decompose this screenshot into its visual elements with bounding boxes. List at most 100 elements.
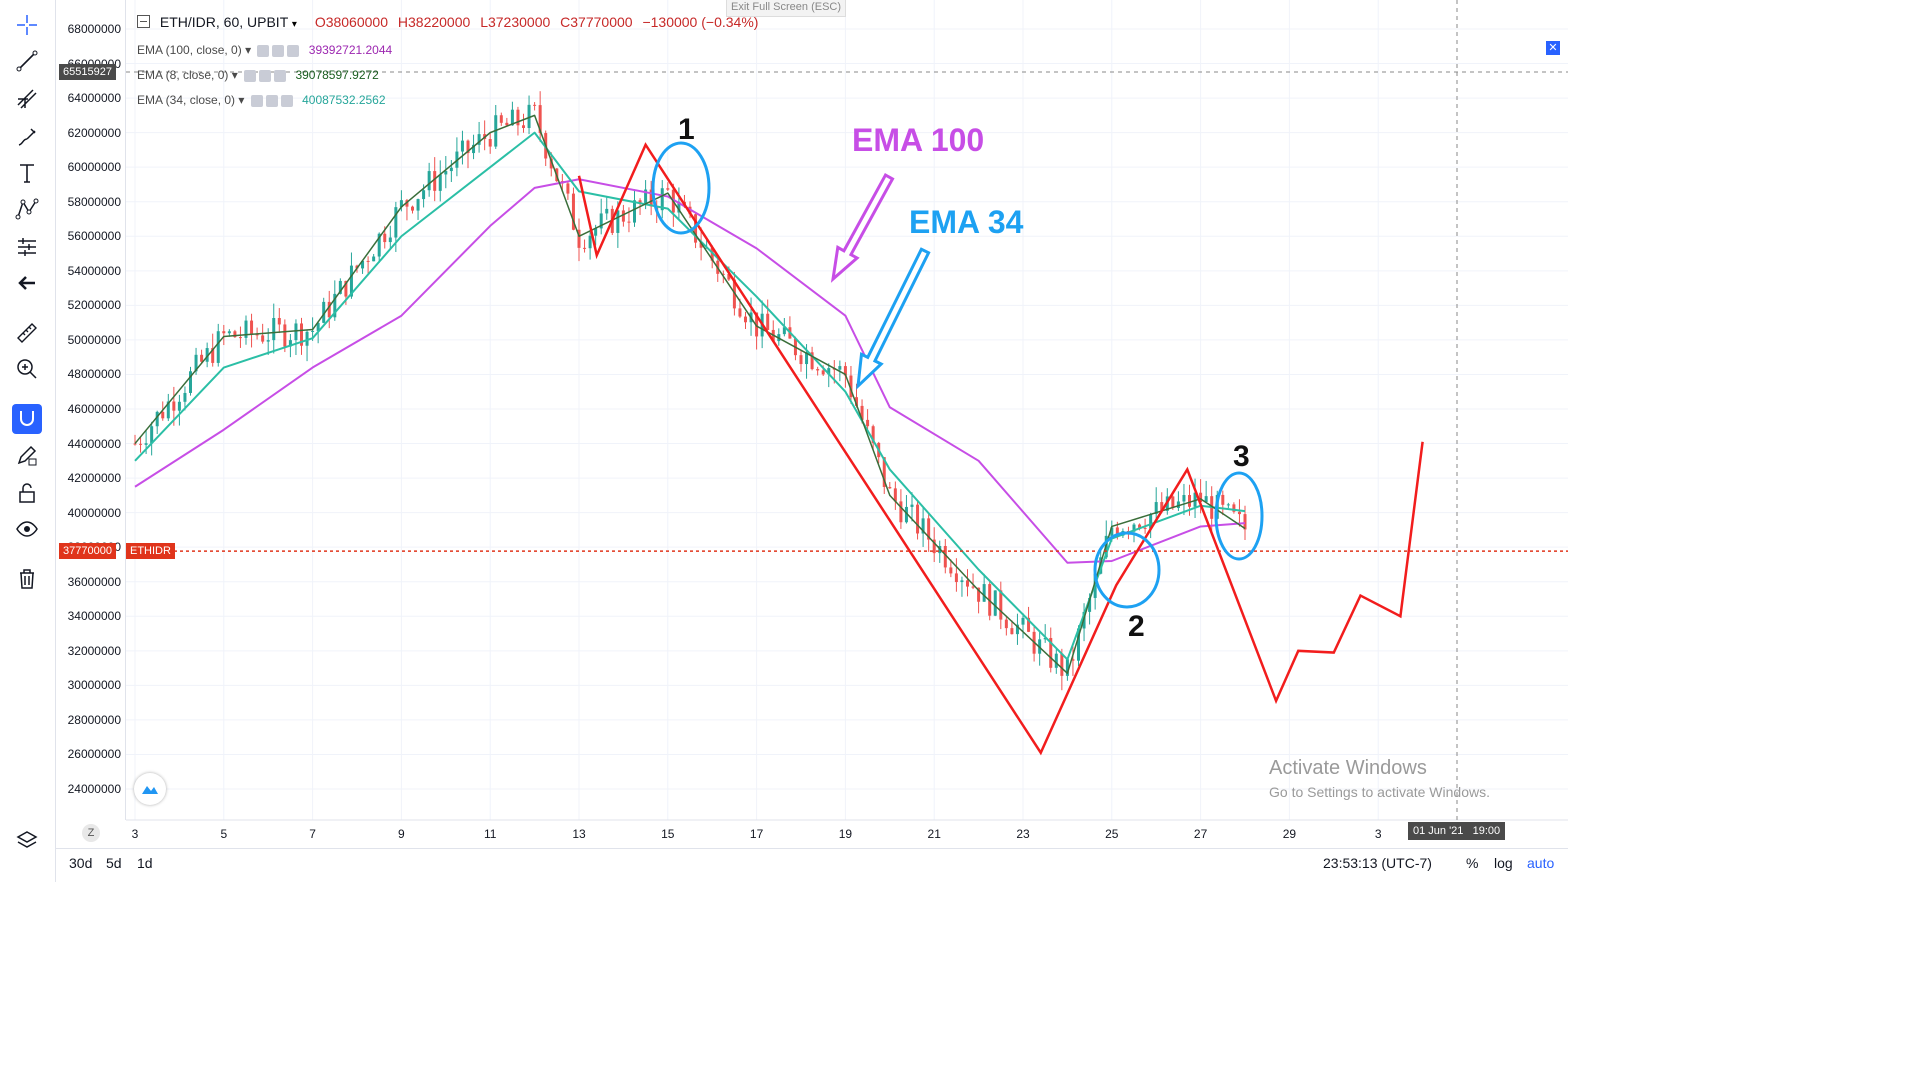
chevron-down-icon[interactable]: ▾ [238, 93, 245, 107]
legend-header: ETH/IDR, 60, UPBIT ▾ O38060000 H38220000… [137, 14, 758, 30]
ema100-label: EMA (100, close, 0) [137, 43, 242, 57]
candle-body [1149, 514, 1153, 529]
candle-body [327, 301, 331, 318]
candle-body [1226, 504, 1230, 506]
chevron-down-icon[interactable]: ▾ [231, 68, 238, 82]
gear-icon[interactable] [265, 94, 278, 107]
gear-icon[interactable] [259, 69, 272, 82]
candle-body [738, 308, 742, 317]
candle-body [810, 352, 814, 370]
x-tick-label: 17 [750, 827, 764, 841]
brush-icon[interactable] [12, 122, 42, 152]
fib-tool-icon[interactable] [12, 84, 42, 114]
close-icon[interactable] [287, 44, 300, 57]
fullscreen-toggle-icon[interactable]: ✕ [1546, 41, 1560, 55]
candle-body [227, 331, 231, 334]
candle-body [1182, 495, 1186, 502]
time-crosshair-tooltip: 01 Jun '21 19:00 [1408, 822, 1506, 840]
candle-body [388, 237, 392, 243]
magnet-icon[interactable] [12, 404, 42, 434]
candle-body [166, 401, 170, 419]
candle-body [766, 313, 770, 330]
text-tool-icon[interactable] [12, 158, 42, 188]
ruler-icon[interactable] [12, 318, 42, 348]
candle-body [405, 200, 409, 207]
candle-body [893, 488, 897, 502]
candle-body [172, 401, 176, 411]
close-icon[interactable] [280, 94, 293, 107]
eye-icon[interactable] [244, 69, 257, 82]
unlock-icon[interactable] [12, 478, 42, 508]
exit-fullscreen-banner[interactable]: Exit Full Screen (ESC) [726, 0, 847, 17]
y-tick-label: 44000000 [67, 436, 121, 451]
percent-toggle[interactable]: % [1466, 855, 1479, 871]
candle-body [583, 247, 587, 249]
log-toggle[interactable]: log [1494, 855, 1513, 871]
candle-body [1077, 628, 1080, 661]
candle-body [466, 140, 470, 154]
pattern-tool-icon[interactable] [12, 194, 42, 224]
candle-body [1143, 527, 1147, 529]
candle-body [1160, 502, 1164, 511]
candle-body [1132, 524, 1136, 532]
candle-body [510, 109, 514, 126]
eye-icon[interactable] [257, 44, 270, 57]
candle-body [377, 233, 381, 257]
candle-body [505, 122, 509, 126]
lock-drawing-icon[interactable] [12, 440, 42, 470]
collapse-icon[interactable] [137, 15, 150, 28]
eye-icon[interactable] [250, 94, 263, 107]
candle-body [744, 316, 747, 323]
candle-body [283, 324, 287, 347]
candle-body [133, 443, 137, 445]
x-tick-label: 29 [1283, 827, 1297, 841]
trend-line-icon[interactable] [12, 46, 42, 76]
range-30d-button[interactable]: 30d [69, 855, 93, 871]
legend-ema100[interactable]: EMA (100, close, 0) ▾ 39392721.2044 [137, 43, 392, 57]
candle-body [322, 301, 326, 323]
x-tick-label: 25 [1105, 827, 1119, 841]
zoom-in-icon[interactable] [12, 354, 42, 384]
range-1d-button[interactable]: 1d [137, 855, 153, 871]
candle-body [255, 334, 259, 336]
chevron-down-icon[interactable]: ▾ [245, 43, 252, 57]
candle-body [383, 233, 387, 243]
chevron-down-icon[interactable]: ▾ [291, 19, 297, 30]
candle-body [438, 174, 442, 191]
arrow-left-icon[interactable] [12, 268, 42, 298]
legend-ema34[interactable]: EMA (34, close, 0) ▾ 40087532.2562 [137, 93, 386, 107]
time-axis: 3 5 7 9 11 13 15 17 19 21 23 25 27 29 3 [126, 819, 1568, 841]
auto-toggle[interactable]: auto [1527, 855, 1555, 871]
close-icon[interactable] [274, 69, 287, 82]
zoom-reset-button[interactable]: Z [82, 824, 100, 842]
layers-icon[interactable] [12, 826, 42, 856]
candle-body [394, 207, 398, 238]
y-tick-label: 60000000 [67, 160, 121, 175]
candle-body [300, 323, 303, 346]
symbol-title[interactable]: ETH/IDR, 60, UPBIT [159, 14, 288, 30]
x-tick-label: 7 [309, 827, 316, 841]
candle-body [311, 330, 315, 332]
candle-body [272, 318, 276, 341]
candle-body [644, 189, 648, 204]
candle-body [1088, 597, 1092, 612]
prediction-tool-icon[interactable] [12, 232, 42, 262]
candle-body [577, 229, 581, 248]
candle-body [1204, 496, 1208, 503]
x-tick-label: 15 [661, 827, 675, 841]
crosshair-icon[interactable] [12, 10, 42, 40]
candle-body [366, 260, 370, 262]
clock-timezone[interactable]: 23:53:13 (UTC-7) [1323, 855, 1432, 871]
ema100-value: 39392721.2044 [308, 43, 393, 57]
ema34-label: EMA (34, close, 0) [137, 93, 236, 107]
tradingview-logo[interactable] [134, 773, 166, 805]
eye-icon[interactable] [12, 514, 42, 544]
range-5d-button[interactable]: 5d [106, 855, 122, 871]
candle-body [999, 590, 1003, 620]
legend-ema8[interactable]: EMA (8, close, 0) ▾ 39078597.9272 [137, 68, 379, 82]
candle-body [216, 331, 220, 363]
trash-icon[interactable] [12, 564, 42, 594]
candle-body [155, 411, 159, 427]
gear-icon[interactable] [272, 44, 285, 57]
